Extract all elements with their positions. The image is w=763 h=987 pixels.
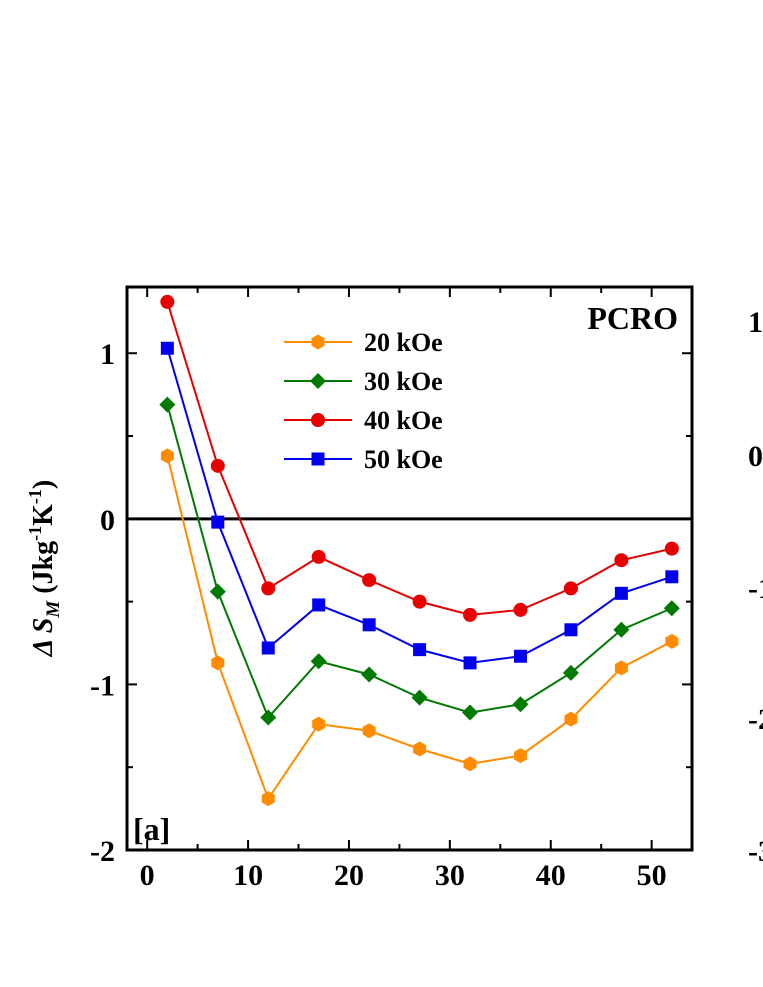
x-tick-label: 20 [334,859,364,892]
data-point [664,541,679,556]
legend-marker [310,373,326,389]
plot-panel-b-fragment: 1 0 -1 -2 -3 [748,306,763,868]
plot-panel-a: 0 10 20 30 40 50 -2 -1 0 1 Δ SM (Jkg-1K-1) 20 kOe 30… [25,285,694,892]
partial-panel-tick-label: -2 [748,703,763,736]
data-point [312,716,326,732]
x-tick-label: 0 [140,859,155,892]
legend-label: 50 kOe [364,445,443,474]
legend-marker [311,452,325,466]
legend-label: 20 kOe [364,328,443,357]
data-point [312,598,326,612]
x-tick-label: 30 [435,859,465,892]
data-point [211,515,225,529]
data-point [159,396,176,413]
data-point [362,618,376,632]
data-point [160,341,174,355]
x-tick-label: 40 [536,859,566,892]
data-point [211,655,225,671]
data-point [564,623,578,637]
legend-label: 40 kOe [364,406,443,435]
data-point [564,711,578,727]
y-axis-label: Δ SM (Jkg-1K-1) [25,480,64,658]
legend-marker [311,413,325,427]
partial-panel-tick-label: 0 [748,440,763,473]
data-point [463,756,477,772]
data-point [512,696,529,713]
data-point [411,689,428,706]
data-point [362,573,377,588]
data-point [614,553,629,568]
data-point [563,581,578,596]
data-point [463,607,478,622]
y-tick-label: -2 [90,835,115,868]
data-point [665,570,679,584]
data-point [311,549,326,564]
legend-marker [311,334,325,350]
data-point [361,666,378,683]
data-point [513,748,527,764]
y-tick-label: 0 [100,504,115,537]
y-tick-label: -1 [90,669,115,702]
legend-label: 30 kOe [364,367,443,396]
sample-label: PCRO [587,300,678,336]
data-point [513,649,527,663]
plot-frame [125,285,694,852]
x-tick-label: 50 [637,859,667,892]
data-point [160,448,174,464]
data-point [663,600,680,617]
data-point [260,709,277,726]
data-point [665,633,679,649]
data-point [261,791,275,807]
data-point [210,458,225,473]
partial-panel-tick-label: -1 [748,572,763,605]
data-point [463,656,477,670]
data-point [562,664,579,681]
y-tick-label: 1 [100,338,115,371]
data-point [310,653,327,670]
data-point [412,594,427,609]
data-point [513,602,528,617]
data-point [261,581,276,596]
partial-panel-tick-label: 1 [748,306,763,339]
data-point [362,723,376,739]
data-point [413,643,427,657]
data-point [413,741,427,757]
data-point [160,294,175,309]
data-point [462,704,479,721]
data-point [209,583,226,600]
panel-label: [a] [133,811,170,847]
data-point [261,641,275,655]
data-point [613,621,630,638]
data-point [614,660,628,676]
partial-panel-tick-label: -3 [748,835,763,868]
data-point [614,586,628,600]
x-tick-label: 10 [233,859,263,892]
